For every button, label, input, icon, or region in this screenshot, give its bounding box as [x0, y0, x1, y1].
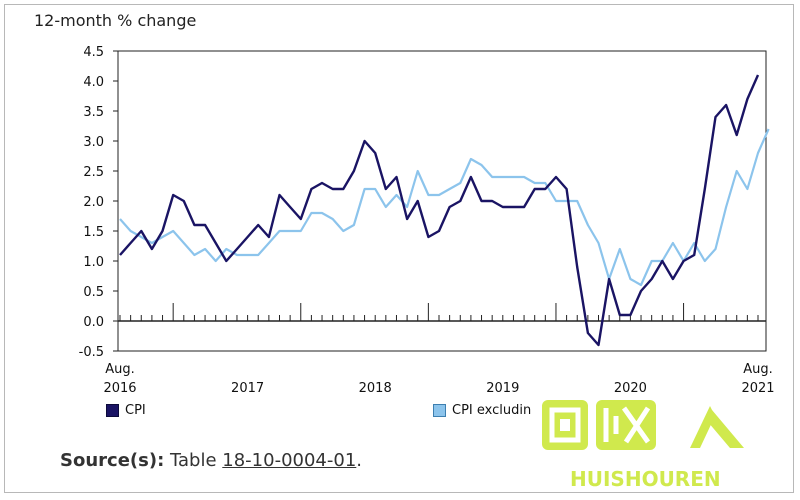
y-tick-label: 2.0 — [83, 195, 104, 210]
watermark-logo: HUISHOUREN — [542, 400, 744, 490]
y-axis-title: 12-month % change — [34, 11, 197, 30]
y-tick-label: -0.5 — [79, 345, 104, 360]
x-tick-label-month: Aug. — [105, 362, 135, 377]
y-tick-label: 1.5 — [83, 225, 104, 240]
legend-label-cpi-excluding: CPI excludin — [452, 403, 532, 418]
source-note: Source(s): Table 18-10-0004-01. — [60, 450, 362, 471]
y-tick-label: 0.0 — [83, 315, 104, 330]
x-tick-label-year: 2016 — [103, 381, 136, 396]
legend-swatch-cpi — [106, 404, 119, 417]
legend-item-cpi-excluding: CPI excludin — [433, 403, 531, 418]
source-label: Source(s): — [60, 450, 165, 471]
y-tick-label: 3.5 — [83, 105, 104, 120]
source-table-link[interactable]: 18-10-0004-01 — [222, 450, 357, 471]
y-tick-label: 1.0 — [83, 255, 104, 270]
y-tick-label: 0.5 — [83, 285, 104, 300]
y-tick-label: 2.5 — [83, 165, 104, 180]
source-suffix: . — [356, 450, 363, 471]
y-tick-label: 4.5 — [83, 45, 104, 60]
chart-frame — [4, 4, 794, 493]
watermark-text: HUISHOUREN — [570, 467, 721, 490]
x-tick-label-year: 2017 — [231, 381, 264, 396]
x-tick-label-year: 2018 — [359, 381, 392, 396]
legend-swatch-cpi-excluding — [433, 404, 446, 417]
source-text: Table — [170, 450, 217, 471]
legend-item-cpi: CPI — [106, 403, 146, 418]
series-line-cpi-excluding — [119, 128, 770, 287]
plot-area-border — [117, 50, 767, 352]
x-tick-label-month: Aug. — [743, 362, 773, 377]
legend-label-cpi: CPI — [125, 403, 146, 418]
y-tick-label: 3.0 — [83, 135, 104, 150]
y-tick-label: 4.0 — [83, 75, 104, 90]
x-tick-label-year: 2019 — [486, 381, 519, 396]
series-line-cpi — [119, 74, 760, 347]
x-tick-label-year: 2021 — [741, 381, 774, 396]
x-tick-label-year: 2020 — [614, 381, 647, 396]
